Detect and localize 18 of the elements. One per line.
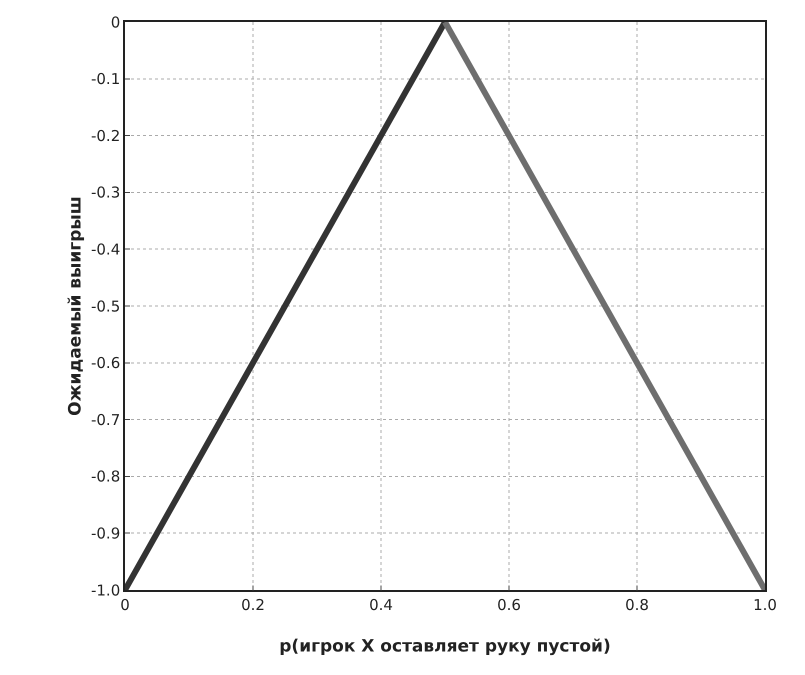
y-tick-label: -0.3 [90, 184, 120, 202]
y-tick-label: -0.5 [90, 297, 120, 316]
x-tick-label: 0.2 [241, 596, 265, 614]
x-tick-label: 0.8 [625, 596, 649, 614]
y-tick-label: 0 [110, 13, 120, 32]
y-axis-title: Ожидаемый выигрыш [66, 196, 86, 416]
y-tick-label: -0.2 [90, 126, 120, 145]
x-tick-label: 0.6 [497, 596, 521, 614]
x-axis-title: p(игрок X оставляет руку пустой) [279, 636, 611, 656]
y-tick-label: -0.6 [90, 354, 120, 372]
y-tick-label: -0.8 [90, 468, 120, 486]
y-tick-label: -0.7 [90, 410, 120, 429]
y-tick-label: -1.0 [90, 581, 120, 600]
y-tick-label: -0.1 [90, 70, 120, 88]
x-tick-label: 1.0 [753, 596, 777, 614]
x-tick-label: 0.4 [369, 596, 393, 614]
y-tick-label: -0.9 [90, 524, 120, 542]
y-tick-label: -0.4 [90, 240, 120, 258]
